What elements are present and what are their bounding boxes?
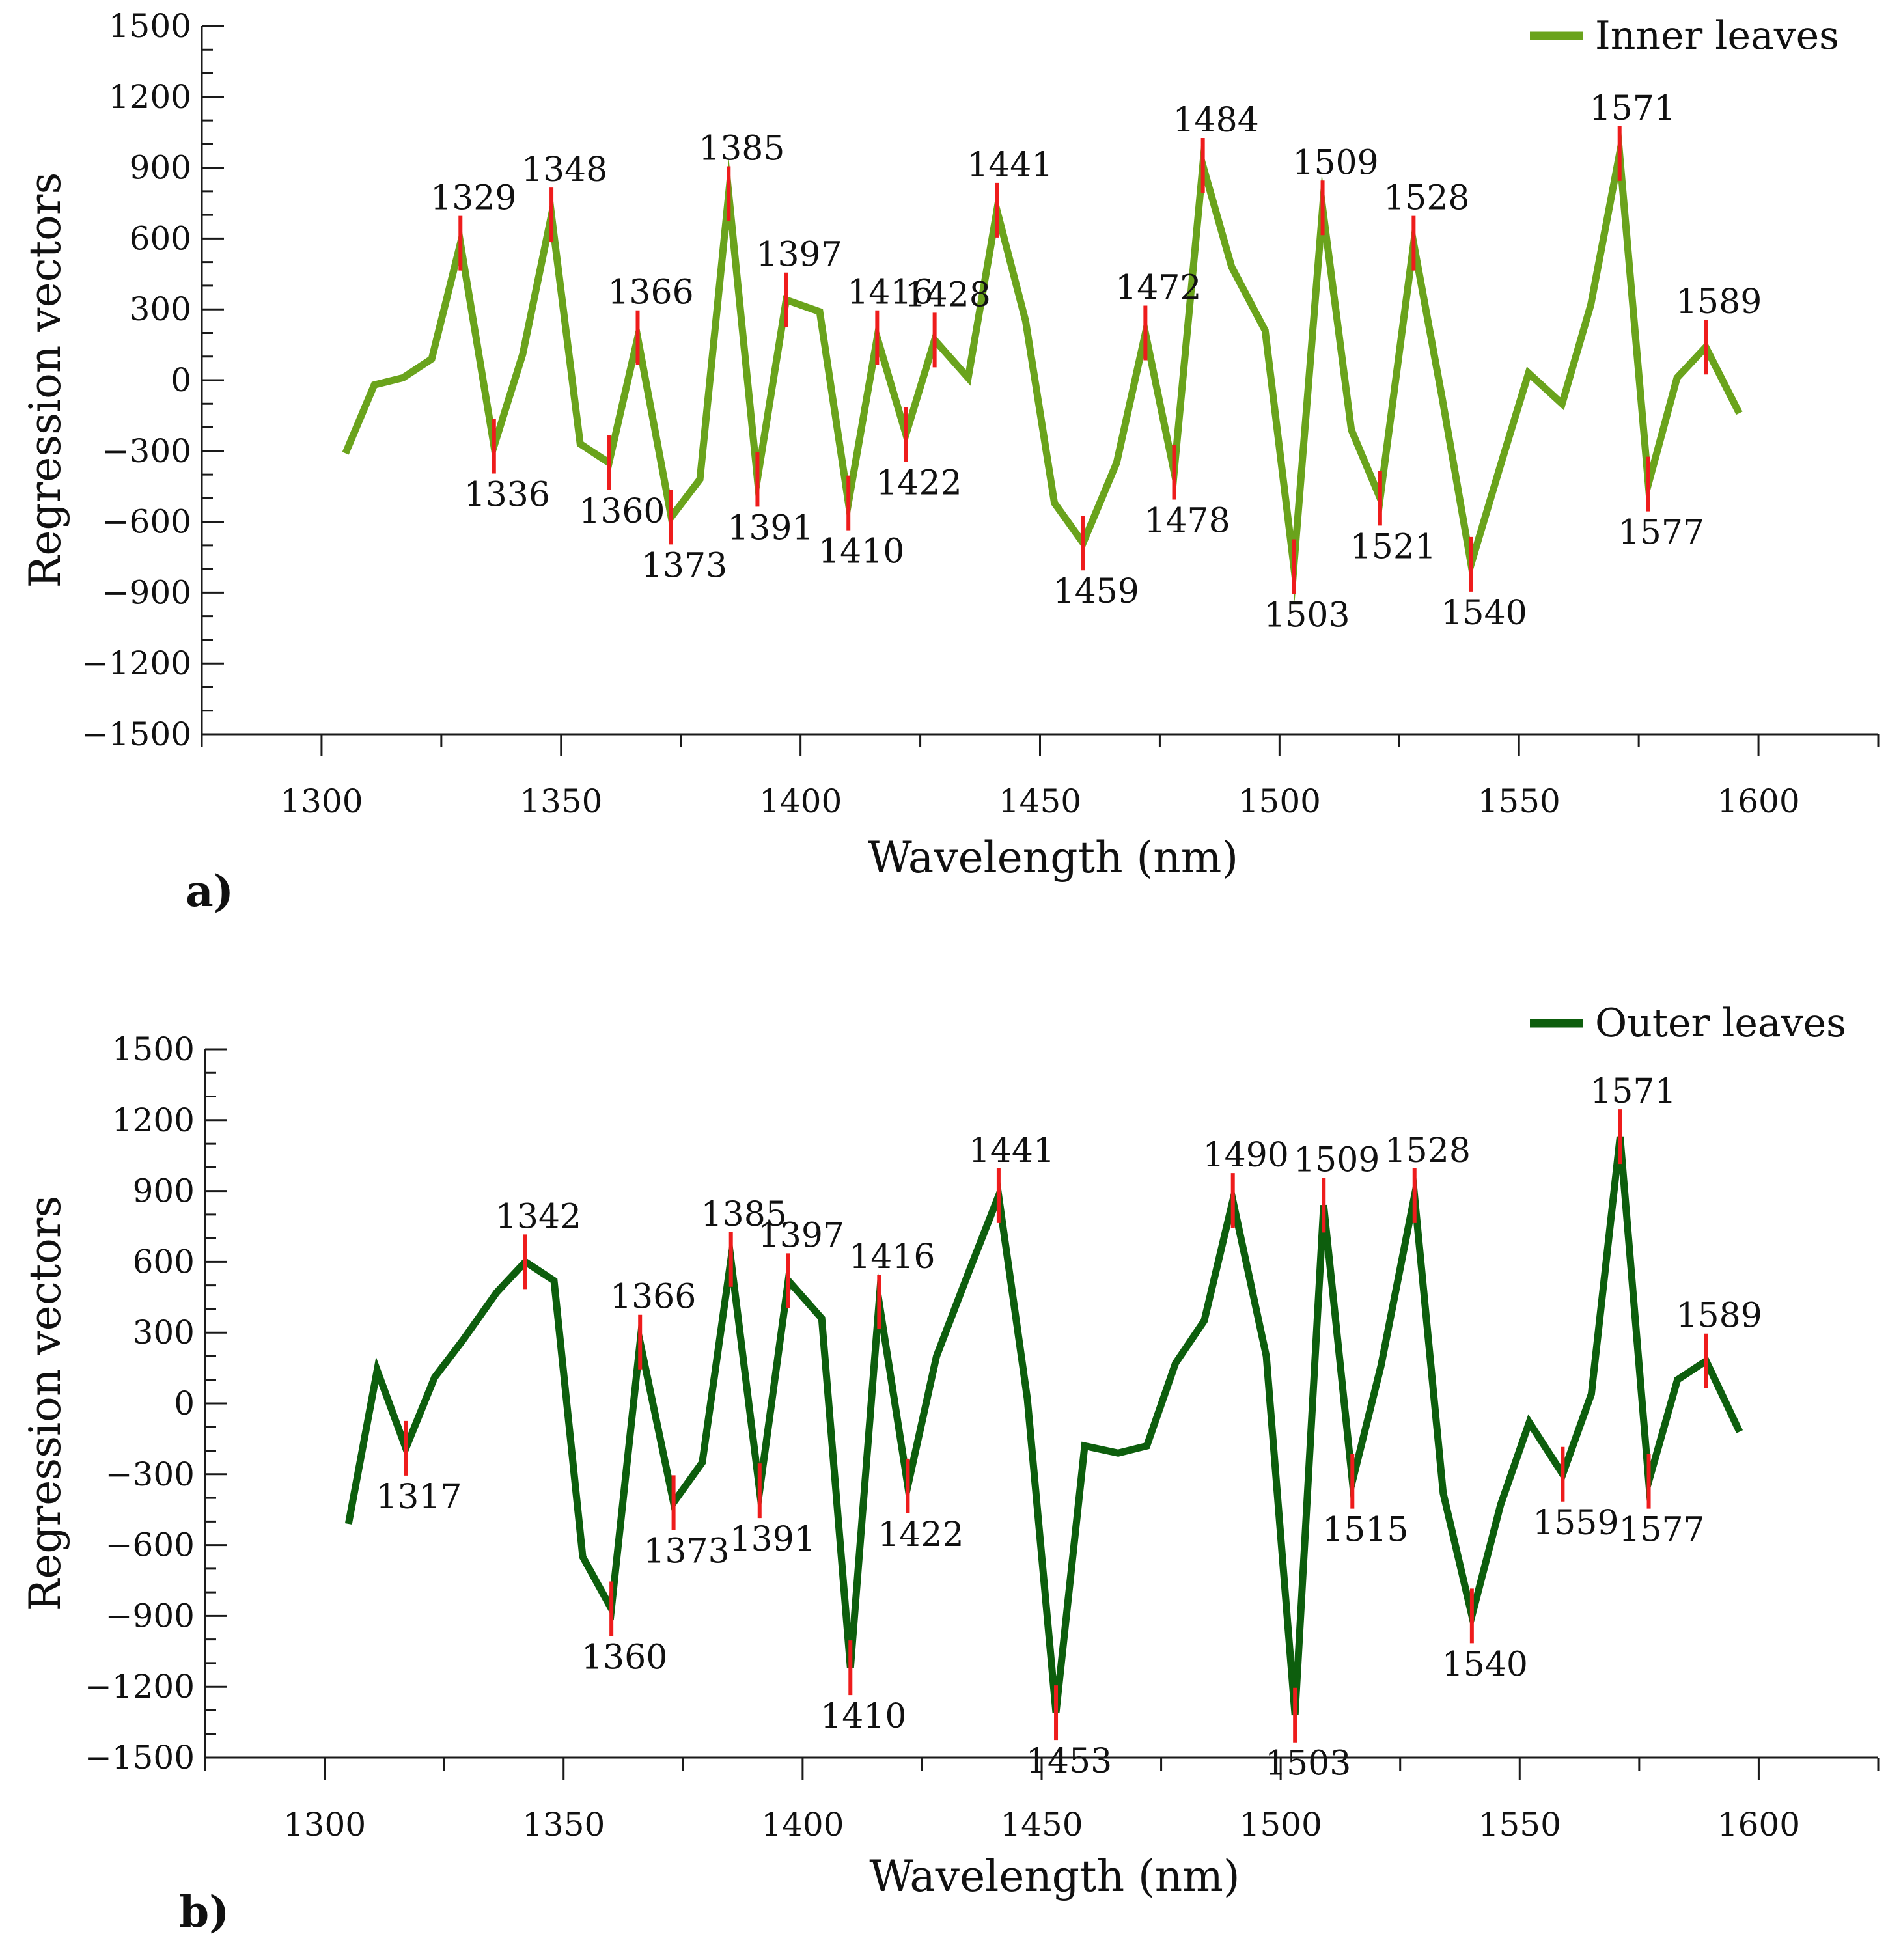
- peak-label: 1366: [607, 273, 693, 312]
- peak-label: 1428: [904, 275, 990, 314]
- peak-label: 1373: [641, 546, 727, 585]
- x-axis-title: Wavelength (nm): [869, 1851, 1240, 1901]
- x-tick-label: 1500: [1238, 782, 1321, 820]
- y-tick-label: −1200: [81, 644, 191, 682]
- peak-label: 1410: [818, 532, 904, 572]
- peak-label: 1589: [1676, 283, 1762, 322]
- y-tick-label: 0: [174, 1385, 195, 1422]
- peak-label: 1577: [1618, 514, 1704, 553]
- peak-label: 1515: [1322, 1511, 1408, 1550]
- y-tick-label: 600: [133, 1243, 195, 1280]
- x-tick-label: 1500: [1240, 1806, 1322, 1843]
- peak-label: 1509: [1292, 143, 1378, 182]
- x-tick-label: 1400: [761, 1806, 844, 1843]
- y-tick-label: 600: [130, 219, 191, 257]
- y-axis-title: Regression vectors: [20, 173, 70, 588]
- peak-label: 1472: [1115, 268, 1201, 307]
- panel-label: b): [179, 1886, 229, 1937]
- peak-label: 1571: [1590, 89, 1676, 128]
- y-tick-label: 1500: [112, 1030, 195, 1068]
- peak-label: 1391: [727, 508, 813, 547]
- panel-label: a): [186, 866, 234, 917]
- y-axis-title: Regression vectors: [20, 1196, 70, 1612]
- peak-label: 1577: [1618, 1511, 1704, 1550]
- peak-label: 1528: [1383, 179, 1469, 218]
- x-tick-label: 1400: [759, 782, 842, 820]
- y-tick-label: −300: [105, 1456, 195, 1493]
- series-line: [344, 1136, 1743, 1716]
- y-tick-label: 1200: [112, 1101, 195, 1139]
- x-tick-label: 1600: [1717, 782, 1799, 820]
- x-tick-label: 1450: [1000, 1806, 1083, 1843]
- peak-label: 1589: [1676, 1297, 1762, 1336]
- peak-label: 1385: [701, 1195, 787, 1234]
- y-tick-label: −1500: [85, 1739, 195, 1776]
- x-tick-label: 1550: [1478, 782, 1561, 820]
- peak-label: 1391: [730, 1520, 816, 1559]
- peak-label: 1540: [1441, 594, 1527, 633]
- peak-label: 1360: [581, 1638, 667, 1677]
- y-tick-label: 900: [130, 149, 191, 187]
- peak-label: 1490: [1203, 1136, 1289, 1175]
- y-tick-label: 300: [133, 1314, 195, 1351]
- peak-label: 1329: [430, 179, 516, 218]
- y-tick-label: −900: [102, 573, 191, 611]
- peak-label: 1459: [1053, 572, 1139, 611]
- peak-label: 1422: [878, 1515, 964, 1554]
- peak-label: 1509: [1294, 1140, 1380, 1180]
- peak-label: 1410: [820, 1697, 906, 1736]
- y-tick-label: 1200: [109, 78, 191, 116]
- y-tick-label: 0: [171, 361, 191, 399]
- peak-label: 1528: [1385, 1131, 1471, 1170]
- peak-label: 1441: [967, 146, 1053, 185]
- y-tick-label: −900: [105, 1597, 195, 1635]
- y-tick-label: 900: [133, 1172, 195, 1210]
- y-tick-label: −1500: [81, 715, 191, 753]
- y-tick-label: −300: [102, 432, 191, 470]
- peak-label: 1559: [1533, 1504, 1618, 1543]
- x-axis-title: Wavelength (nm): [868, 833, 1238, 883]
- peak-label: 1478: [1144, 501, 1230, 540]
- peak-label: 1503: [1264, 596, 1350, 635]
- legend-label: Inner leaves: [1595, 13, 1839, 59]
- legend-label: Outer leaves: [1595, 1001, 1846, 1046]
- peak-label: 1453: [1026, 1742, 1112, 1781]
- peak-label: 1503: [1265, 1745, 1351, 1784]
- peak-label: 1484: [1173, 101, 1258, 140]
- y-tick-label: −1200: [85, 1668, 195, 1705]
- peak-label: 1540: [1442, 1645, 1528, 1684]
- series-line: [342, 127, 1743, 603]
- peak-label: 1416: [847, 273, 933, 312]
- x-tick-label: 1350: [522, 1806, 605, 1843]
- peak-label: 1397: [758, 1216, 844, 1255]
- peak-label: 1348: [521, 150, 607, 189]
- x-tick-label: 1450: [999, 782, 1081, 820]
- peak-label: 1360: [579, 492, 665, 531]
- peak-label: 1521: [1350, 527, 1436, 566]
- x-tick-label: 1300: [280, 782, 363, 820]
- y-tick-label: −600: [105, 1526, 195, 1564]
- peak-label: 1385: [699, 129, 784, 168]
- peak-label: 1342: [495, 1197, 581, 1236]
- x-tick-label: 1300: [283, 1806, 366, 1843]
- y-tick-label: −600: [102, 503, 191, 541]
- panel-b-outer-leaves: 1500 1200 900 600 300 0 −300 −600 −900 −1200 −1500…: [20, 1001, 1880, 1937]
- peak-label: 1373: [643, 1532, 729, 1571]
- peak-label: 1416: [849, 1237, 935, 1277]
- x-tick-label: 1350: [520, 782, 602, 820]
- peak-label: 1366: [610, 1278, 696, 1317]
- peak-label: 1397: [756, 236, 842, 275]
- peak-label: 1317: [376, 1478, 462, 1517]
- x-tick-label: 1600: [1717, 1806, 1800, 1843]
- peak-label: 1571: [1590, 1072, 1676, 1111]
- peak-label: 1336: [464, 476, 550, 515]
- peak-label: 1441: [969, 1131, 1055, 1170]
- peak-label: 1422: [876, 463, 962, 503]
- x-tick-label: 1550: [1478, 1806, 1561, 1843]
- y-tick-label: 1500: [109, 7, 191, 45]
- panel-a-inner-leaves: 1500 1200 900 600 300 0 −300 −600 −900 −1200 −1500…: [20, 7, 1880, 917]
- y-tick-label: 300: [130, 290, 191, 328]
